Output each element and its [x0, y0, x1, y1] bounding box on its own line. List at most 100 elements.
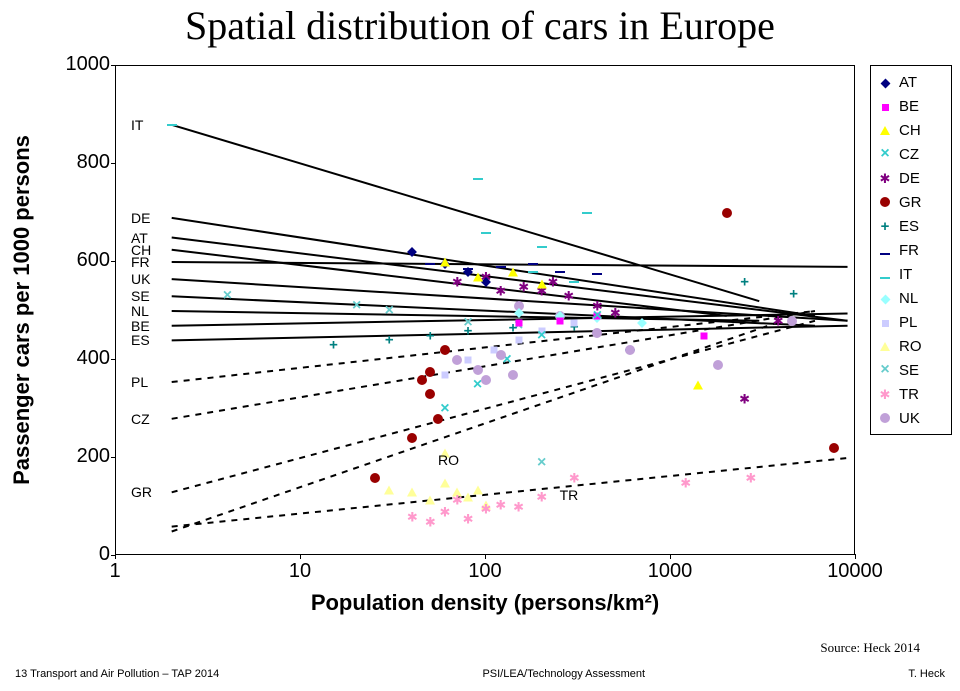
legend-item-GR: GR	[875, 190, 947, 214]
point-ES: +	[509, 321, 518, 336]
point-ES: +	[789, 286, 798, 301]
point-GR	[722, 208, 732, 218]
plus-icon: +	[875, 219, 895, 234]
point-DE: ✱	[452, 275, 463, 288]
legend-label: TR	[895, 386, 919, 403]
footer-mid: PSI/LEA/Technology Assessment	[482, 668, 645, 680]
legend-item-CZ: ×CZ	[875, 142, 947, 166]
point-DE: ✱	[773, 314, 784, 327]
legend-label: DE	[895, 170, 920, 187]
legend-label: AT	[895, 74, 917, 91]
plot-area: ✱✱✱✱✱✱✱✱✱✱✱××××××++++++++×××××✱✱✱✱✱✱✱✱✱✱…	[115, 65, 855, 555]
legend-label: IT	[895, 266, 912, 283]
country-label: BE	[131, 318, 150, 334]
triangle-icon	[875, 339, 895, 353]
point-TR: ✱	[452, 493, 463, 506]
point-RO	[407, 488, 417, 497]
source-text: Source: Heck 2014	[820, 640, 920, 656]
country-label: RO	[438, 452, 459, 468]
point-TR: ✱	[481, 503, 492, 516]
point-CH	[693, 380, 703, 389]
page-title: Spatial distribution of cars in Europe	[40, 2, 920, 49]
dash-icon	[875, 243, 895, 257]
point-IT	[481, 232, 491, 234]
triangle-icon	[875, 123, 895, 137]
point-DE: ✱	[739, 393, 750, 406]
legend: ATBECH×CZ✱DEGR+ESFRITNLPLRO×SE✱TRUK	[870, 65, 952, 435]
point-SE: ×	[223, 288, 232, 304]
point-TR: ✱	[463, 513, 474, 526]
country-label: IT	[131, 117, 143, 133]
x-axis-label: Population density (persons/km²)	[115, 590, 855, 616]
point-UK	[452, 355, 462, 365]
y-tick: 800	[55, 151, 110, 174]
legend-label: FR	[895, 242, 919, 259]
point-PL	[571, 320, 578, 327]
point-UK	[473, 365, 483, 375]
point-GR	[440, 345, 450, 355]
x-tick: 10	[270, 560, 330, 583]
country-label: UK	[131, 271, 150, 287]
country-label: FR	[131, 254, 150, 270]
star-icon: ✱	[875, 387, 895, 401]
point-CZ: ×	[537, 328, 546, 344]
point-PL	[465, 357, 472, 364]
x-icon: ×	[875, 362, 895, 378]
legend-item-TR: ✱TR	[875, 382, 947, 406]
point-TR: ✱	[495, 498, 506, 511]
legend-label: SE	[895, 362, 919, 379]
point-RO	[440, 478, 450, 487]
y-tick: 400	[55, 347, 110, 370]
y-tick: 200	[55, 445, 110, 468]
point-UK	[625, 345, 635, 355]
x-tick: 1	[85, 560, 145, 583]
country-label: SE	[131, 288, 150, 304]
point-IT	[528, 271, 538, 273]
legend-label: CZ	[895, 146, 919, 163]
diamond-icon	[875, 75, 895, 89]
square-icon	[875, 315, 895, 329]
legend-item-UK: UK	[875, 406, 947, 430]
country-label: NL	[131, 303, 149, 319]
country-label: PL	[131, 374, 148, 390]
point-IT	[167, 124, 177, 126]
point-GR	[829, 443, 839, 453]
legend-label: UK	[895, 410, 920, 427]
point-GR	[433, 414, 443, 424]
point-SE: ×	[352, 298, 361, 314]
page: Spatial distribution of cars in Europe P…	[0, 0, 960, 691]
point-GR	[425, 389, 435, 399]
point-RO	[425, 495, 435, 504]
point-FR	[425, 263, 435, 265]
star-icon: ✱	[875, 171, 895, 185]
point-UK	[787, 316, 797, 326]
y-tick: 1000	[55, 53, 110, 76]
point-FR	[592, 273, 602, 275]
point-UK	[481, 375, 491, 385]
point-RO	[384, 485, 394, 494]
point-GR	[425, 367, 435, 377]
point-PL	[441, 371, 448, 378]
country-label: ES	[131, 332, 150, 348]
dash-icon	[875, 267, 895, 281]
legend-item-FR: FR	[875, 238, 947, 262]
point-FR	[555, 271, 565, 273]
point-FR	[463, 268, 473, 270]
point-GR	[370, 473, 380, 483]
legend-label: BE	[895, 98, 919, 115]
point-FR	[496, 266, 506, 268]
point-CH	[473, 272, 483, 281]
point-PL	[515, 337, 522, 344]
point-DE: ✱	[495, 285, 506, 298]
point-TR: ✱	[513, 501, 524, 514]
legend-item-AT: AT	[875, 70, 947, 94]
point-DE: ✱	[547, 275, 558, 288]
legend-item-IT: IT	[875, 262, 947, 286]
point-IT	[569, 281, 579, 283]
legend-label: ES	[895, 218, 919, 235]
x-icon: ×	[875, 146, 895, 162]
legend-item-RO: RO	[875, 334, 947, 358]
legend-label: PL	[895, 314, 917, 331]
dot-icon	[875, 411, 895, 425]
point-ES: +	[464, 323, 473, 338]
